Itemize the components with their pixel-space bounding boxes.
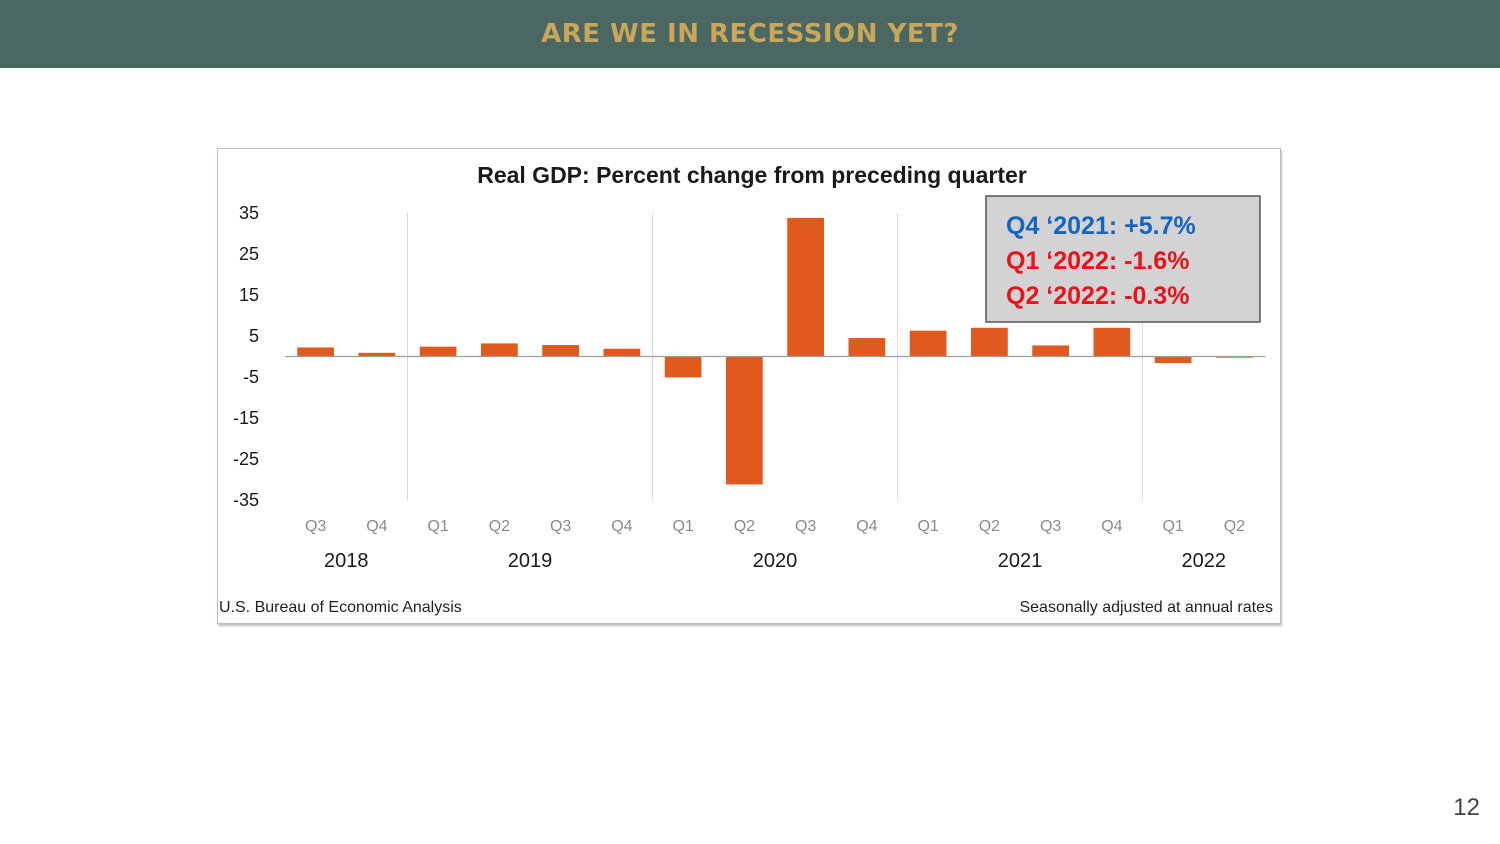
x-tick-label: Q3 <box>305 518 326 535</box>
gdp-bar <box>664 356 702 378</box>
annotation-line: Q2 ‘2022: -0.3% <box>1006 282 1189 310</box>
x-tick-label: Q4 <box>611 518 632 535</box>
x-tick-label: Q4 <box>1101 518 1122 535</box>
slide-header: ARE WE IN RECESSION YET? <box>0 0 1500 68</box>
x-tick-label: Q2 <box>734 518 755 535</box>
gdp-bar <box>358 352 396 357</box>
year-label: 2019 <box>508 550 553 572</box>
source-label: U.S. Bureau of Economic Analysis <box>219 599 462 616</box>
y-tick-label: -5 <box>243 367 259 387</box>
gdp-bar <box>848 338 886 357</box>
y-tick-label: -15 <box>233 408 259 428</box>
y-tick-label: 25 <box>239 244 259 264</box>
x-tick-label: Q3 <box>550 518 571 535</box>
y-tick-label: -35 <box>233 490 259 510</box>
gdp-chart-frame: Real GDP: Percent change from preceding … <box>217 148 1281 624</box>
gdp-bar <box>726 356 763 485</box>
y-tick-label: -25 <box>233 449 259 469</box>
y-tick-label: 5 <box>249 326 259 346</box>
seasonal-note: Seasonally adjusted at annual rates <box>1019 599 1273 616</box>
x-tick-label: Q4 <box>366 518 387 535</box>
gdp-bar <box>787 217 824 357</box>
gdp-bar <box>1093 327 1131 357</box>
gdp-bar <box>297 347 334 357</box>
x-tick-label: Q2 <box>489 518 510 535</box>
x-tick-label: Q2 <box>979 518 1000 535</box>
page-number: 12 <box>1453 794 1480 821</box>
annotation-box <box>985 195 1261 323</box>
annotation-line: Q4 ‘2021: +5.7% <box>1006 212 1196 240</box>
gdp-bar <box>481 343 518 357</box>
x-tick-label: Q4 <box>856 518 877 535</box>
chart-title: Real GDP: Percent change from preceding … <box>477 162 1027 188</box>
gdp-bar <box>1154 356 1192 364</box>
x-tick-label: Q1 <box>1162 518 1183 535</box>
slide-title: ARE WE IN RECESSION YET? <box>541 19 959 49</box>
gdp-bar <box>542 345 579 357</box>
year-label: 2018 <box>324 550 369 572</box>
gdp-bar <box>909 330 947 357</box>
x-tick-label: Q2 <box>1224 518 1245 535</box>
x-tick-label: Q3 <box>1040 518 1061 535</box>
annotation-line: Q1 ‘2022: -1.6% <box>1006 247 1189 275</box>
x-tick-label: Q1 <box>917 518 938 535</box>
x-tick-label: Q3 <box>795 518 816 535</box>
year-label: 2021 <box>998 550 1043 572</box>
x-tick-label: Q1 <box>427 518 448 535</box>
gdp-bar <box>1032 345 1069 357</box>
y-tick-label: 15 <box>239 285 259 305</box>
gdp-bar-chart: Real GDP: Percent change from preceding … <box>219 162 1273 616</box>
y-tick-label: 35 <box>239 203 259 223</box>
year-label: 2020 <box>753 550 798 572</box>
year-label: 2022 <box>1182 550 1227 572</box>
gdp-bar <box>603 348 641 357</box>
x-tick-label: Q1 <box>672 518 693 535</box>
gdp-bar <box>1216 356 1253 358</box>
gdp-bar <box>971 327 1008 357</box>
gdp-bar <box>419 346 457 357</box>
